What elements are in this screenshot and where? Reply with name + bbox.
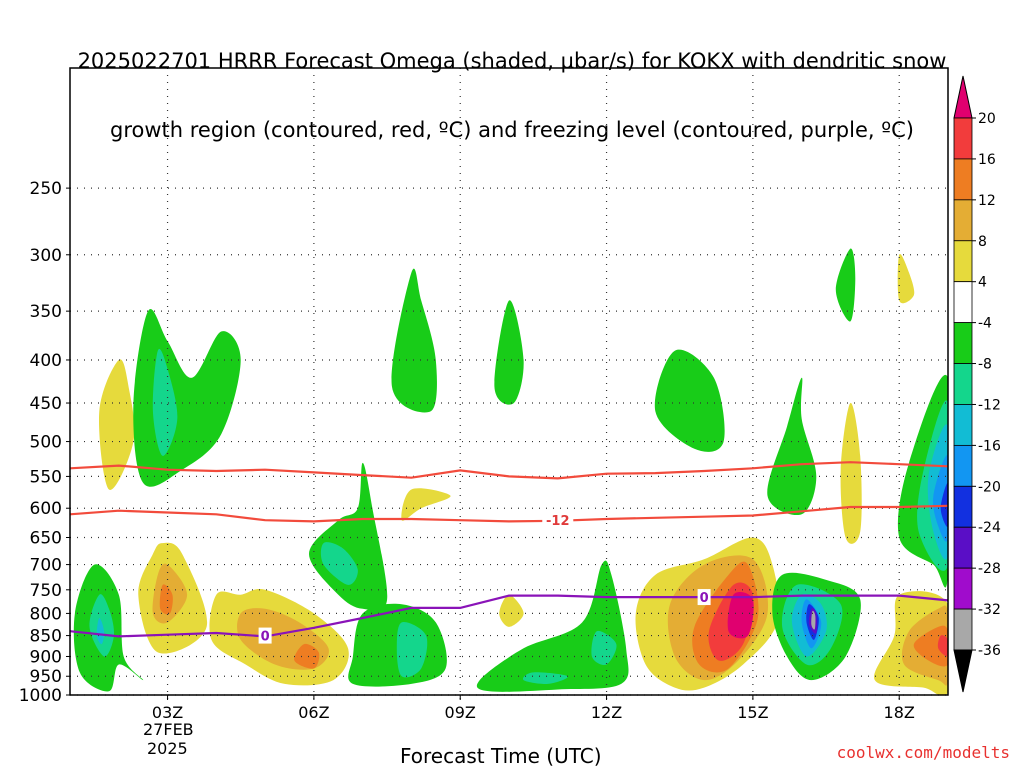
colorbar-box-5 bbox=[953, 322, 973, 364]
x-tick-2: 09Z bbox=[445, 703, 476, 722]
colorbar-label-12: -32 bbox=[978, 602, 1001, 618]
colorbar-label-3: 8 bbox=[978, 234, 987, 250]
omega-region-5 bbox=[654, 349, 725, 452]
y-tick-500: 500 bbox=[30, 433, 62, 453]
contour-label-2: 0 bbox=[261, 630, 270, 645]
contour-line-0 bbox=[69, 461, 949, 480]
colorbar-label-11: -28 bbox=[978, 561, 1001, 577]
y-tick-700: 700 bbox=[30, 556, 62, 576]
colorbar-box-8 bbox=[953, 444, 973, 487]
omega-region-29 bbox=[499, 594, 524, 627]
colorbar-label-4: 4 bbox=[978, 275, 987, 291]
colorbar-label-10: -24 bbox=[978, 520, 1001, 536]
omega-region-9 bbox=[840, 402, 862, 544]
omega-region-31 bbox=[591, 630, 617, 666]
omega-region-6 bbox=[835, 248, 856, 322]
omega-region-44 bbox=[811, 610, 816, 630]
contour-label-bg-2 bbox=[258, 627, 272, 644]
colorbar-label-13: -36 bbox=[978, 643, 1001, 659]
date-label-month: 27FEB bbox=[143, 720, 194, 739]
date-label-year: 2025 bbox=[147, 739, 188, 758]
colorbar-box-3 bbox=[953, 240, 973, 283]
x-axis-label: Forecast Time (UTC) bbox=[400, 744, 602, 768]
x-tick-3: 12Z bbox=[591, 703, 622, 722]
colorbar-box-1 bbox=[953, 158, 973, 201]
colorbar-label-7: -12 bbox=[978, 397, 1001, 413]
x-tick-5: 18Z bbox=[884, 703, 915, 722]
contour-label-0: -12 bbox=[546, 514, 570, 529]
colorbar-box-12 bbox=[953, 608, 973, 651]
y-tick-400: 400 bbox=[30, 351, 62, 371]
chart-title: 2025022701 HRRR Forecast Omega (shaded, … bbox=[0, 4, 1024, 165]
omega-region-12 bbox=[320, 542, 358, 585]
y-tick-750: 750 bbox=[30, 581, 62, 601]
colorbar-box-2 bbox=[953, 199, 973, 242]
omega-region-32 bbox=[522, 672, 568, 684]
omega-region-1 bbox=[133, 308, 241, 487]
colorbar-box-9 bbox=[953, 485, 973, 528]
omega-region-4 bbox=[494, 300, 524, 405]
title-line-2: growth region (contoured, red, ºC) and f… bbox=[110, 118, 914, 142]
x-tick-0: 03Z bbox=[152, 703, 183, 722]
colorbar-label-6: -8 bbox=[978, 357, 992, 373]
y-tick-850: 850 bbox=[30, 627, 62, 647]
y-tick-350: 350 bbox=[30, 302, 62, 322]
y-tick-300: 300 bbox=[30, 246, 62, 266]
omega-region-23 bbox=[159, 584, 173, 615]
omega-region-47 bbox=[913, 625, 948, 667]
x-tick-4: 15Z bbox=[737, 703, 768, 722]
contour-label-bg-0 bbox=[542, 512, 574, 529]
omega-region-10 bbox=[401, 488, 451, 521]
y-tick-950: 950 bbox=[30, 667, 62, 687]
colorbar-label-2: 12 bbox=[978, 193, 996, 209]
omega-region-0 bbox=[98, 359, 135, 490]
omega-region-20 bbox=[96, 617, 105, 645]
y-tick-900: 900 bbox=[30, 647, 62, 667]
colorbar-box-7 bbox=[953, 404, 973, 446]
omega-region-2 bbox=[152, 348, 178, 456]
credit-link[interactable]: coolwx.com/modelts bbox=[836, 743, 1010, 762]
plot-frame bbox=[69, 67, 949, 696]
colorbar-box-4 bbox=[953, 281, 973, 324]
contour-line-1 bbox=[69, 504, 949, 523]
omega-region-30 bbox=[476, 560, 629, 692]
colorbar-top-arrow bbox=[953, 75, 973, 119]
omega-region-8 bbox=[767, 377, 817, 516]
colorbar-label-1: 16 bbox=[978, 152, 996, 168]
colorbar-label-5: -4 bbox=[978, 316, 992, 332]
omega-region-7 bbox=[897, 253, 915, 304]
colorbar-label-9: -20 bbox=[978, 479, 1001, 495]
y-tick-800: 800 bbox=[30, 604, 62, 624]
colorbar: 20 16 12 8 4 -4 -8 -12 -16 -20 -24 -28 -32 -36 bbox=[953, 75, 1001, 693]
omega-region-48 bbox=[937, 635, 948, 657]
colorbar-bottom-arrow bbox=[953, 649, 973, 693]
colorbar-box-6 bbox=[953, 363, 973, 405]
colorbar-label-8: -16 bbox=[978, 438, 1001, 454]
y-tick-450: 450 bbox=[30, 394, 62, 414]
contour-label-1: 0 bbox=[700, 591, 709, 606]
contour-line-2 bbox=[69, 594, 949, 638]
omega-region-26 bbox=[294, 643, 320, 669]
y-tick-600: 600 bbox=[30, 499, 62, 519]
colorbar-box-11 bbox=[953, 567, 973, 610]
y-tick-250: 250 bbox=[30, 179, 62, 199]
omega-region-3 bbox=[391, 268, 437, 413]
grid bbox=[70, 68, 948, 699]
colorbar-label-0: 20 bbox=[978, 111, 996, 127]
colorbar-box-10 bbox=[953, 526, 973, 569]
y-tick-650: 650 bbox=[30, 528, 62, 548]
contour-label-bg-1 bbox=[697, 589, 711, 606]
y-tick-550: 550 bbox=[30, 467, 62, 487]
omega-shading bbox=[73, 248, 948, 695]
omega-region-37 bbox=[727, 592, 754, 639]
omega-region-28 bbox=[396, 622, 428, 678]
y-tick-1000: 1000 bbox=[19, 686, 62, 706]
x-tick-1: 06Z bbox=[298, 703, 329, 722]
colorbar-box-0 bbox=[953, 117, 973, 160]
omega-region-11 bbox=[309, 462, 388, 611]
title-line-1: 2025022701 HRRR Forecast Omega (shaded, … bbox=[77, 49, 947, 73]
